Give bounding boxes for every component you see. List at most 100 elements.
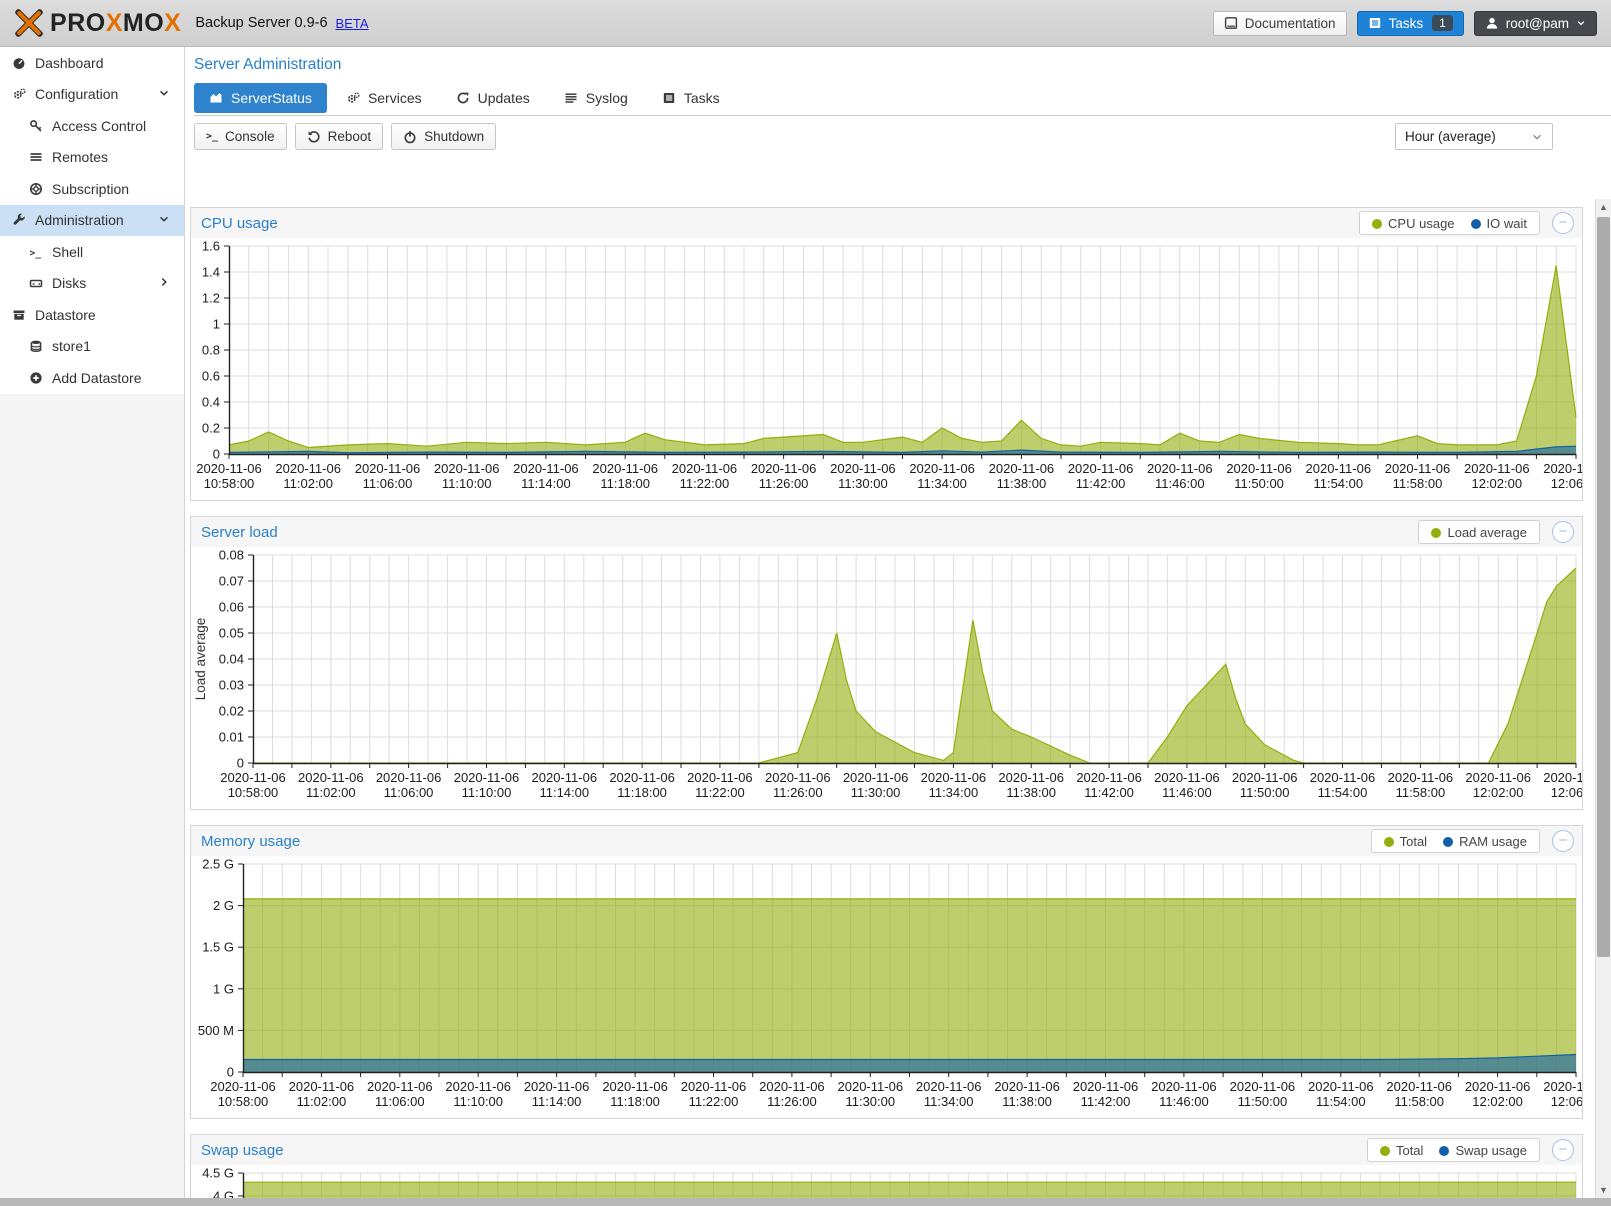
- svg-text:2020-11-06: 2020-11-06: [994, 1079, 1060, 1094]
- sidebar-item-add-datastore[interactable]: Add Datastore: [0, 362, 184, 394]
- lines-icon: [565, 93, 577, 103]
- expander-chevron-down-icon[interactable]: [158, 212, 170, 228]
- plus-icon: [30, 372, 42, 384]
- panel-title: Swap usage: [201, 1141, 284, 1159]
- scroll-thumb[interactable]: [1597, 217, 1610, 957]
- timeframe-select[interactable]: Hour (average): [1395, 123, 1553, 150]
- svg-text:2020-11-06: 2020-11-06: [1465, 1079, 1531, 1094]
- svg-text:11:46:00: 11:46:00: [1159, 1094, 1209, 1109]
- tab-services[interactable]: Services: [331, 83, 437, 113]
- sidebar-item-label: Shell: [52, 243, 84, 260]
- panel-header: Memory usage Total RAM usage −: [191, 826, 1582, 856]
- svg-text:11:46:00: 11:46:00: [1155, 476, 1205, 491]
- svg-text:11:42:00: 11:42:00: [1081, 1094, 1131, 1109]
- svg-text:0: 0: [237, 756, 244, 771]
- sidebar-item-datastore[interactable]: Datastore: [0, 299, 184, 331]
- collapse-panel-icon[interactable]: −: [1552, 830, 1574, 852]
- svg-text:11:30:00: 11:30:00: [838, 476, 888, 491]
- sidebar-item-shell[interactable]: >_ Shell: [0, 236, 184, 268]
- svg-text:2020-11-06: 2020-11-06: [765, 770, 831, 785]
- tab-label: Syslog: [585, 90, 628, 106]
- svg-text:2020-11-06: 2020-11-06: [916, 1079, 982, 1094]
- collapse-panel-icon[interactable]: −: [1552, 212, 1574, 234]
- series-areas: [243, 898, 1577, 1072]
- legend-dot-icon: [1431, 527, 1442, 538]
- user-icon: [1486, 17, 1497, 29]
- svg-text:12:06:00: 12:06:00: [1551, 476, 1582, 491]
- svg-text:1.2: 1.2: [202, 291, 220, 306]
- svg-text:12:06:00: 12:06:00: [1551, 1094, 1582, 1109]
- user-label: root@pam: [1505, 15, 1569, 31]
- scroll-down-arrow[interactable]: ▼: [1599, 1185, 1608, 1195]
- series-areas: [243, 1181, 1576, 1198]
- svg-text:11:46:00: 11:46:00: [1162, 785, 1212, 800]
- sidebar-item-access-control[interactable]: Access Control: [0, 110, 184, 142]
- axes: [224, 245, 1577, 459]
- svg-text:2020-11-06: 2020-11-06: [513, 461, 579, 476]
- panel-title: Server load: [201, 523, 278, 541]
- disk-icon: [29, 280, 43, 288]
- sidebar-item-subscription[interactable]: Subscription: [0, 173, 184, 205]
- panel-title: CPU usage: [201, 214, 278, 232]
- user-menu-button[interactable]: root@pam: [1473, 10, 1597, 36]
- svg-text:0.4: 0.4: [202, 395, 220, 410]
- shutdown-button[interactable]: Shutdown: [391, 123, 497, 150]
- svg-text:12:06:00: 12:06:00: [1551, 785, 1582, 800]
- svg-text:11:50:00: 11:50:00: [1240, 785, 1290, 800]
- svg-text:2020-11-06: 2020-11-06: [1543, 770, 1582, 785]
- collapse-panel-icon[interactable]: −: [1552, 521, 1574, 543]
- svg-text:2020-11-06: 2020-11-06: [1308, 1079, 1374, 1094]
- key-icon: [30, 119, 42, 132]
- svg-text:2020-11-06: 2020-11-06: [1147, 461, 1213, 476]
- svg-text:11:10:00: 11:10:00: [462, 785, 512, 800]
- svg-text:11:42:00: 11:42:00: [1084, 785, 1134, 800]
- expander-chevron-down-icon[interactable]: [158, 86, 170, 102]
- legend-dot-icon: [1470, 218, 1481, 229]
- series-areas: [228, 265, 1577, 454]
- sidebar-item-remotes[interactable]: Remotes: [0, 141, 184, 173]
- beta-link[interactable]: BETA: [335, 15, 369, 31]
- scroll-up-arrow[interactable]: ▲: [1599, 202, 1608, 212]
- svg-text:11:22:00: 11:22:00: [695, 785, 745, 800]
- sidebar: Dashboard Configuration Access Control R…: [0, 47, 185, 1198]
- grid: [253, 554, 1577, 763]
- sidebar-item-label: Remotes: [52, 149, 109, 166]
- sidebar-item-label: Disks: [52, 275, 87, 292]
- svg-text:12:02:00: 12:02:00: [1471, 476, 1522, 491]
- svg-text:0.07: 0.07: [219, 574, 244, 589]
- tab-tasks[interactable]: Tasks: [647, 83, 735, 113]
- vertical-scrollbar[interactable]: ▲ ▼: [1595, 199, 1611, 1198]
- svg-text:2020-11-06: 2020-11-06: [751, 461, 817, 476]
- sidebar-item-label: Datastore: [35, 306, 96, 323]
- tab-serverstatus[interactable]: ServerStatus: [194, 83, 327, 113]
- book-icon: [1224, 17, 1237, 29]
- svg-text:2020-11-06: 2020-11-06: [681, 1079, 747, 1094]
- sidebar-item-disks[interactable]: Disks: [0, 267, 184, 299]
- svg-text:2020-11-06: 2020-11-06: [989, 461, 1055, 476]
- sidebar-item-configuration[interactable]: Configuration: [0, 78, 184, 110]
- console-button[interactable]: >_ Console: [194, 123, 287, 150]
- reboot-button[interactable]: Reboot: [294, 123, 384, 150]
- tab-updates[interactable]: Updates: [441, 83, 545, 113]
- sidebar-item-administration[interactable]: Administration: [0, 204, 184, 236]
- expander-chevron-right-icon[interactable]: [158, 275, 170, 291]
- shell-icon: >_: [30, 248, 42, 259]
- legend: CPU usage IO wait: [1359, 211, 1540, 235]
- tab-syslog[interactable]: Syslog: [549, 83, 643, 113]
- svg-text:2.5 G: 2.5 G: [202, 857, 234, 872]
- svg-text:11:18:00: 11:18:00: [600, 476, 650, 491]
- legend-dot-icon: [1372, 218, 1383, 229]
- svg-text:2020-11-06: 2020-11-06: [367, 1079, 433, 1094]
- sidebar-item-label: Add Datastore: [52, 369, 142, 386]
- collapse-panel-icon[interactable]: −: [1552, 1139, 1574, 1161]
- sidebar-item-dashboard[interactable]: Dashboard: [0, 47, 184, 79]
- tasks-button[interactable]: Tasks 1: [1356, 10, 1464, 36]
- panel-memory-usage: Memory usage Total RAM usage − 2.5 G 2 G 1…: [190, 825, 1583, 1119]
- svg-text:11:30:00: 11:30:00: [851, 785, 901, 800]
- chevron-down-icon: [1533, 134, 1541, 140]
- sidebar-item-store1[interactable]: store1: [0, 330, 184, 362]
- documentation-button[interactable]: Documentation: [1212, 10, 1347, 36]
- svg-text:11:02:00: 11:02:00: [297, 1094, 347, 1109]
- svg-text:12:02:00: 12:02:00: [1473, 785, 1524, 800]
- svg-text:2020-11-06: 2020-11-06: [532, 770, 598, 785]
